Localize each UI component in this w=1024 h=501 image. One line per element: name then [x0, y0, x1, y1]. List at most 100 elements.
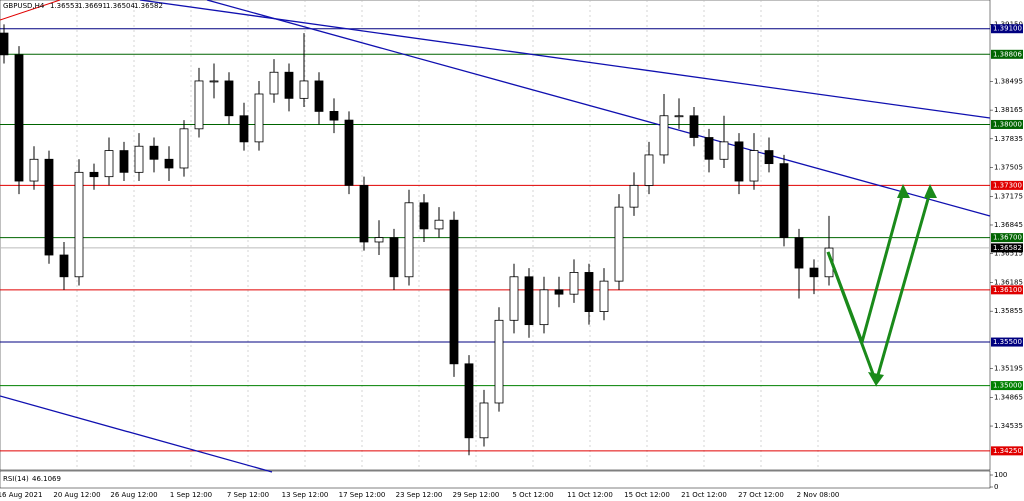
candle-body	[104, 150, 114, 178]
level-label: 1.38806	[993, 50, 1022, 58]
rsi-tick-label: 0	[994, 483, 998, 491]
y-tick-label: 1.34535	[994, 422, 1023, 430]
candle-body	[149, 145, 159, 160]
level-label: 1.35500	[993, 338, 1022, 346]
level-label: 1.38000	[993, 120, 1022, 128]
y-tick-label: 1.36515	[994, 250, 1023, 258]
candle-body	[464, 363, 474, 439]
candle-body	[644, 154, 654, 186]
candle-body	[794, 237, 804, 269]
ohlc-value: 1.36553	[50, 2, 79, 10]
candle-body	[494, 319, 504, 404]
level-label-box	[991, 381, 1023, 391]
ohlc-value: 1.36691	[78, 2, 107, 10]
candle-body	[809, 267, 819, 278]
candle-body	[674, 115, 684, 118]
candle-body	[359, 184, 369, 243]
candle-body	[374, 237, 384, 243]
x-tick-label: 2 Nov 08:00	[797, 491, 840, 499]
ohlc-value: 1.36582	[134, 2, 163, 10]
candle-body	[29, 158, 39, 182]
y-tick-label: 1.35855	[994, 307, 1023, 315]
trend-line	[206, 0, 991, 217]
candle-body	[404, 202, 414, 278]
candle-body	[554, 289, 564, 295]
x-tick-label: 26 Aug 12:00	[110, 491, 157, 499]
level-label-box	[991, 233, 1023, 243]
candle-body	[314, 80, 324, 112]
candle-body	[389, 237, 399, 278]
candle-body	[344, 119, 354, 186]
candle-body	[614, 206, 624, 282]
candle-body	[509, 276, 519, 321]
candle-body	[584, 272, 594, 312]
candle-body	[449, 219, 459, 365]
arrow-head	[868, 372, 884, 386]
trend-line	[139, 0, 991, 119]
candle-body	[719, 141, 729, 160]
x-tick-label: 20 Aug 12:00	[53, 491, 100, 499]
y-tick-label: 1.38165	[994, 106, 1023, 114]
y-tick-label: 1.37835	[994, 135, 1023, 143]
y-tick-label: 1.35195	[994, 365, 1023, 373]
candle-body	[419, 202, 429, 230]
projection-arrows	[826, 184, 937, 387]
rsi-label: RSI(14)	[3, 475, 29, 483]
y-tick-label: 1.36845	[994, 221, 1023, 229]
candle-body	[74, 171, 84, 278]
y-tick-label: 1.37505	[994, 164, 1023, 172]
level-label: 1.34250	[993, 447, 1022, 455]
x-tick-label: 11 Oct 12:00	[567, 491, 613, 499]
level-label-box	[991, 24, 1023, 34]
candle-body	[44, 158, 54, 256]
arrow-head	[924, 184, 937, 198]
level-label-box	[991, 119, 1023, 129]
level-label: 1.35000	[993, 382, 1022, 390]
x-tick-label: 27 Oct 12:00	[738, 491, 784, 499]
y-tick-label: 1.38495	[994, 77, 1023, 85]
candle-body	[659, 115, 669, 156]
candle-body	[194, 80, 204, 130]
candle-body	[764, 150, 774, 165]
candle-body	[134, 145, 144, 173]
level-label: 1.37300	[993, 181, 1022, 189]
candle-body	[164, 158, 174, 169]
candle-body	[629, 184, 639, 208]
x-tick-label: 17 Sep 12:00	[339, 491, 386, 499]
candle-body	[749, 150, 759, 182]
rsi-value: 46.1069	[32, 475, 61, 483]
ohlc-value: 1.36504	[106, 2, 135, 10]
level-label-box	[991, 337, 1023, 347]
level-label-box	[991, 180, 1023, 190]
level-label-box	[991, 446, 1023, 456]
level-label-box	[991, 243, 1023, 253]
y-tick-label: 1.37175	[994, 192, 1023, 200]
trend-line	[0, 0, 61, 21]
rsi-tick-label: 100	[994, 471, 1007, 479]
trend-line	[0, 395, 273, 473]
candle-body	[539, 289, 549, 326]
candle-body	[239, 115, 249, 143]
candle-body	[209, 80, 219, 83]
x-tick-label: 23 Sep 12:00	[396, 491, 443, 499]
level-label: 1.39100	[993, 25, 1022, 33]
x-tick-label: 29 Sep 12:00	[453, 491, 500, 499]
level-label: 1.36100	[993, 286, 1022, 294]
candle-body	[179, 128, 189, 169]
x-tick-label: 21 Oct 12:00	[681, 491, 727, 499]
candle-body	[434, 219, 444, 230]
x-tick-label: 7 Sep 12:00	[227, 491, 269, 499]
candle-body	[704, 137, 714, 160]
y-tick-label: 1.34865	[994, 393, 1023, 401]
rsi-frame	[0, 470, 991, 489]
candle-body	[299, 80, 309, 99]
candle-body	[224, 80, 234, 117]
candle-body	[14, 54, 24, 182]
x-tick-label: 5 Oct 12:00	[512, 491, 553, 499]
symbol-title: GBPUSD,H4	[3, 2, 45, 10]
candle-body	[569, 272, 579, 295]
level-label-box	[991, 285, 1023, 295]
y-tick-label: 1.36185	[994, 278, 1023, 286]
candle-body	[0, 32, 9, 56]
